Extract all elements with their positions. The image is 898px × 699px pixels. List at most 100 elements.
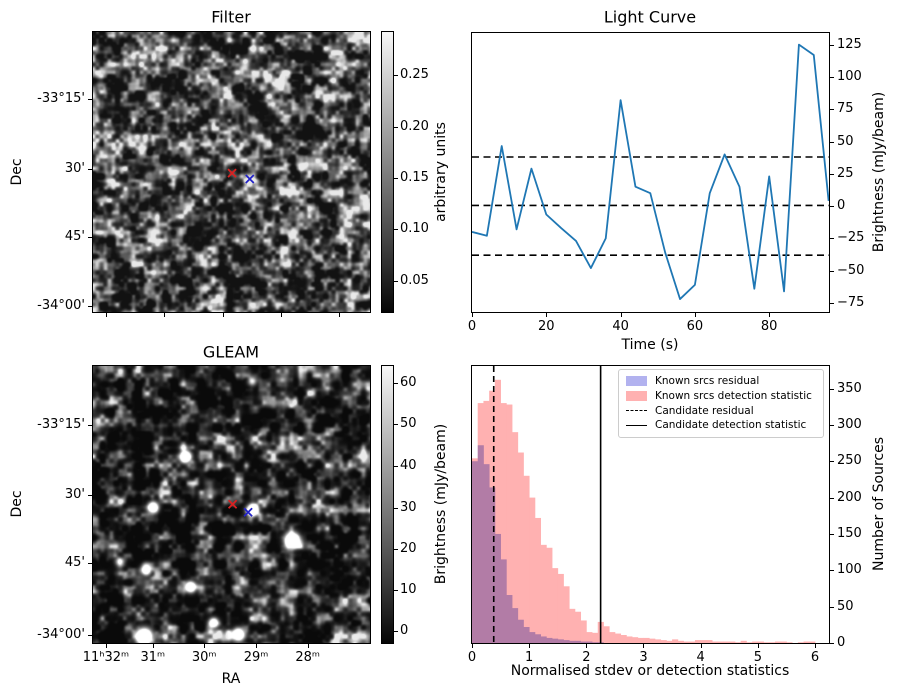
tick-mark: [88, 424, 92, 426]
tick-label: 150: [837, 525, 862, 541]
tick-mark: [757, 644, 759, 648]
tick-mark: [700, 644, 702, 648]
tick-label: 30': [64, 486, 85, 502]
tick-mark: [280, 313, 282, 317]
tick-label: 30': [64, 160, 85, 176]
filter-colorbar: [381, 31, 394, 313]
tick-mark: [546, 313, 548, 317]
tick-mark: [472, 644, 473, 648]
solid-line-icon: [626, 425, 647, 427]
light-curve-xlabel: Time (s): [621, 337, 679, 353]
tick-label: 1: [525, 650, 534, 665]
gleam-xlabel: RA: [221, 671, 241, 687]
tick-label: 0: [467, 319, 477, 334]
legend-label: Known srcs detection statistic: [655, 389, 812, 402]
tick-label: 75: [837, 101, 854, 117]
known-source-x-marker: [243, 507, 253, 517]
tick-label: 0.20: [400, 118, 429, 134]
tick-mark: [814, 644, 816, 648]
tick-mark: [394, 74, 398, 76]
tick-label: -34°00': [37, 297, 85, 313]
tick-mark: [830, 606, 834, 608]
tick-mark: [394, 548, 398, 550]
filter-title: Filter: [211, 7, 251, 27]
tick-label: 50: [837, 598, 854, 614]
tick-mark: [830, 570, 834, 572]
light-curve-line: [472, 43, 829, 300]
tick-mark: [394, 126, 398, 128]
tick-mark: [256, 644, 258, 648]
tick-label: 20: [400, 540, 417, 556]
tick-label: −50: [837, 262, 865, 278]
tick-mark: [830, 388, 834, 390]
tick-mark: [769, 313, 771, 317]
gleam-colorbar: [381, 365, 394, 644]
tick-label: 0.05: [400, 272, 429, 288]
tick-mark: [830, 76, 834, 78]
tick-label: 2: [582, 650, 591, 665]
tick-label: 100: [837, 562, 862, 578]
legend-item-candidate-detection: Candidate detection statistic: [626, 419, 816, 432]
tick-mark: [643, 644, 645, 648]
detection-bars: [472, 379, 816, 643]
tick-mark: [694, 313, 696, 317]
tick-mark: [394, 177, 398, 179]
tick-mark: [830, 424, 834, 426]
tick-label: 300: [837, 416, 862, 432]
tick-mark: [88, 98, 92, 100]
tick-mark: [88, 305, 92, 307]
tick-label: 31ᵐ: [140, 650, 166, 665]
tick-label: 40: [612, 319, 629, 334]
tick-mark: [204, 644, 206, 648]
candidate-x-marker: [227, 499, 238, 509]
tick-mark: [830, 643, 834, 644]
gleam-title: GLEAM: [202, 342, 260, 362]
tick-mark: [307, 644, 309, 648]
tick-mark: [830, 497, 834, 499]
tick-mark: [88, 495, 92, 496]
light-curve-plot: [472, 43, 829, 300]
tick-label: 100: [837, 68, 862, 84]
tick-label: 6: [810, 650, 820, 665]
tick-label: 60: [686, 319, 704, 334]
tick-label: 0: [400, 622, 409, 638]
tick-mark: [339, 313, 341, 317]
tick-mark: [394, 383, 398, 385]
tick-label: 11ʰ32ᵐ: [82, 650, 130, 665]
tick-mark: [830, 533, 834, 535]
tick-label: 350: [837, 380, 862, 396]
histogram-legend: Known srcs residual Known srcs detection…: [618, 369, 824, 438]
tick-mark: [830, 206, 834, 208]
legend-label: Candidate residual: [655, 404, 754, 417]
legend-item-candidate-residual: Candidate residual: [626, 404, 816, 417]
gleam-colorbar-label: Brightness (mJy/beam): [433, 423, 449, 585]
tick-label: 10: [400, 581, 417, 597]
legend-label: Candidate detection statistic: [655, 419, 807, 432]
legend-item-detection: Known srcs detection statistic: [626, 390, 816, 403]
tick-mark: [88, 236, 92, 238]
tick-label: 0.10: [400, 220, 429, 236]
tick-mark: [472, 313, 473, 317]
tick-mark: [830, 238, 834, 240]
tick-label: 0.25: [400, 66, 429, 82]
tick-label: 45': [64, 228, 85, 244]
tick-label: 5: [753, 650, 762, 665]
dashed-line-icon: [626, 410, 647, 412]
tick-label: 50: [837, 133, 854, 149]
tick-label: 25: [837, 165, 854, 181]
light-curve-ylabel: Brightness (mJy/beam): [871, 91, 887, 253]
tick-mark: [394, 228, 398, 230]
tick-mark: [830, 302, 834, 304]
tick-label: 3: [639, 650, 648, 665]
gleam-markers-overlay: [227, 499, 253, 517]
tick-mark: [620, 313, 622, 317]
tick-mark: [163, 313, 165, 317]
tick-mark: [105, 644, 107, 648]
candidate-x-marker: [227, 168, 237, 178]
tick-mark: [88, 168, 92, 170]
tick-label: 0: [467, 650, 477, 665]
tick-mark: [394, 589, 398, 591]
tick-mark: [394, 507, 398, 509]
tick-label: 40: [400, 457, 417, 473]
tick-label: −25: [837, 230, 865, 246]
